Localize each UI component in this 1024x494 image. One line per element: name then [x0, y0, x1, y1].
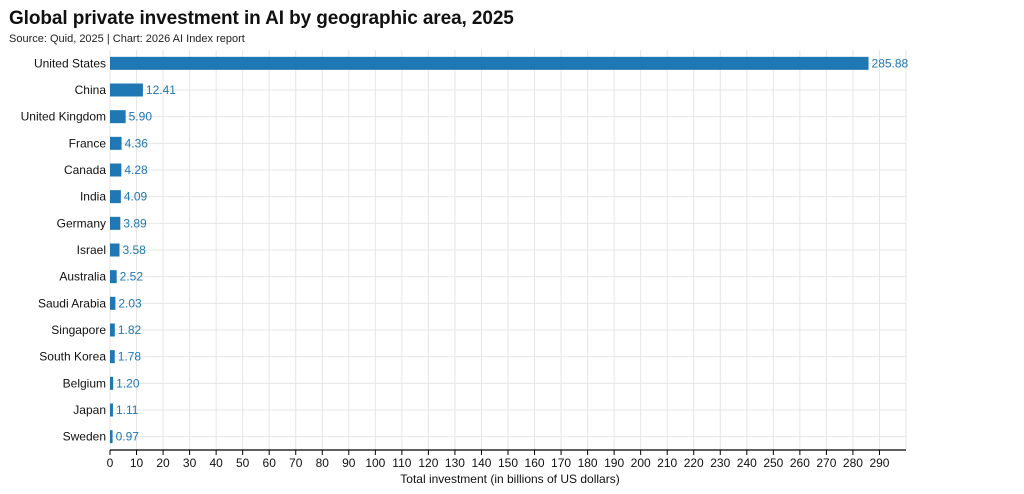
bar	[110, 376, 114, 390]
x-tick-label: 30	[183, 456, 197, 470]
value-label: 285.88	[872, 56, 909, 70]
bar	[110, 350, 115, 364]
x-tick-label: 50	[236, 456, 250, 470]
category-label: Saudi Arabia	[38, 296, 106, 310]
bar	[110, 296, 116, 310]
x-tick-label: 280	[843, 456, 863, 470]
x-axis: 0 10 20 30 40 50 60 70 80 90 100 110 120 130 140 150 160…	[107, 449, 906, 470]
bar	[110, 403, 113, 417]
category-label: Australia	[59, 270, 106, 284]
bar	[110, 110, 126, 124]
bar	[110, 430, 113, 444]
value-label: 1.20	[116, 376, 140, 390]
value-label: 4.09	[124, 190, 148, 204]
value-label: 2.03	[118, 296, 142, 310]
chart-title: Global private investment in AI by geogr…	[9, 8, 514, 29]
category-label: Israel	[77, 243, 106, 257]
x-tick-label: 150	[498, 456, 518, 470]
category-label: Japan	[73, 403, 106, 417]
category-label: Belgium	[63, 376, 106, 390]
category-label: Germany	[57, 216, 106, 230]
category-label: Singapore	[51, 323, 106, 337]
value-label: 4.36	[125, 136, 149, 150]
x-tick-label: 230	[710, 456, 730, 470]
bar	[110, 83, 143, 97]
x-tick-label: 210	[657, 456, 677, 470]
x-tick-label: 160	[525, 456, 545, 470]
x-tick-label: 90	[342, 456, 356, 470]
bar	[110, 56, 869, 70]
category-label: United Kingdom	[21, 110, 106, 124]
value-label: 12.41	[146, 83, 176, 97]
bar	[110, 136, 122, 150]
bar	[110, 163, 122, 177]
x-axis-label: Total investment (in billions of US doll…	[400, 472, 619, 486]
x-tick-label: 180	[578, 456, 598, 470]
bar	[110, 270, 117, 284]
value-label: 3.89	[123, 216, 147, 230]
x-tick-label: 0	[107, 456, 114, 470]
value-label: 0.97	[116, 430, 140, 444]
value-labels: 285.88 12.41 5.90 4.36 4.28 4.09 3.89 3.58 2.52 2…	[116, 56, 909, 443]
value-label: 4.28	[124, 163, 148, 177]
bars	[110, 56, 869, 444]
x-tick-label: 10	[130, 456, 144, 470]
x-tick-label: 290	[869, 456, 889, 470]
x-tick-label: 200	[631, 456, 651, 470]
x-tick-label: 20	[156, 456, 170, 470]
bar	[110, 216, 121, 230]
x-tick-label: 100	[365, 456, 385, 470]
category-label: China	[75, 83, 107, 97]
x-tick-label: 190	[604, 456, 624, 470]
x-tick-label: 270	[816, 456, 836, 470]
grid-lines	[109, 50, 907, 450]
x-tick-label: 170	[551, 456, 571, 470]
category-label: South Korea	[39, 350, 106, 364]
value-label: 1.82	[118, 323, 142, 337]
x-tick-label: 120	[418, 456, 438, 470]
chart-subtitle: Source: Quid, 2025 | Chart: 2026 AI Inde…	[9, 33, 245, 45]
value-label: 5.90	[129, 110, 153, 124]
category-label: United States	[34, 56, 106, 70]
x-tick-label: 140	[471, 456, 491, 470]
category-label: India	[80, 190, 106, 204]
bar	[110, 323, 115, 337]
x-tick-label: 80	[316, 456, 330, 470]
category-labels: United States China United Kingdom France Ca…	[21, 56, 107, 443]
x-tick-label: 240	[737, 456, 757, 470]
x-tick-label: 250	[763, 456, 783, 470]
category-label: Canada	[64, 163, 106, 177]
x-tick-label: 260	[790, 456, 810, 470]
x-tick-label: 130	[445, 456, 465, 470]
x-tick-label: 110	[392, 456, 411, 470]
value-label: 3.58	[122, 243, 146, 257]
x-tick-label: 40	[209, 456, 223, 470]
value-label: 2.52	[120, 270, 144, 284]
category-label: Sweden	[63, 430, 106, 444]
bar	[110, 243, 120, 257]
x-tick-label: 220	[684, 456, 704, 470]
value-label: 1.78	[118, 350, 142, 364]
bar	[110, 190, 121, 204]
x-tick-label: 60	[263, 456, 277, 470]
value-label: 1.11	[116, 403, 139, 417]
x-tick-label: 70	[289, 456, 303, 470]
category-label: France	[69, 136, 107, 150]
